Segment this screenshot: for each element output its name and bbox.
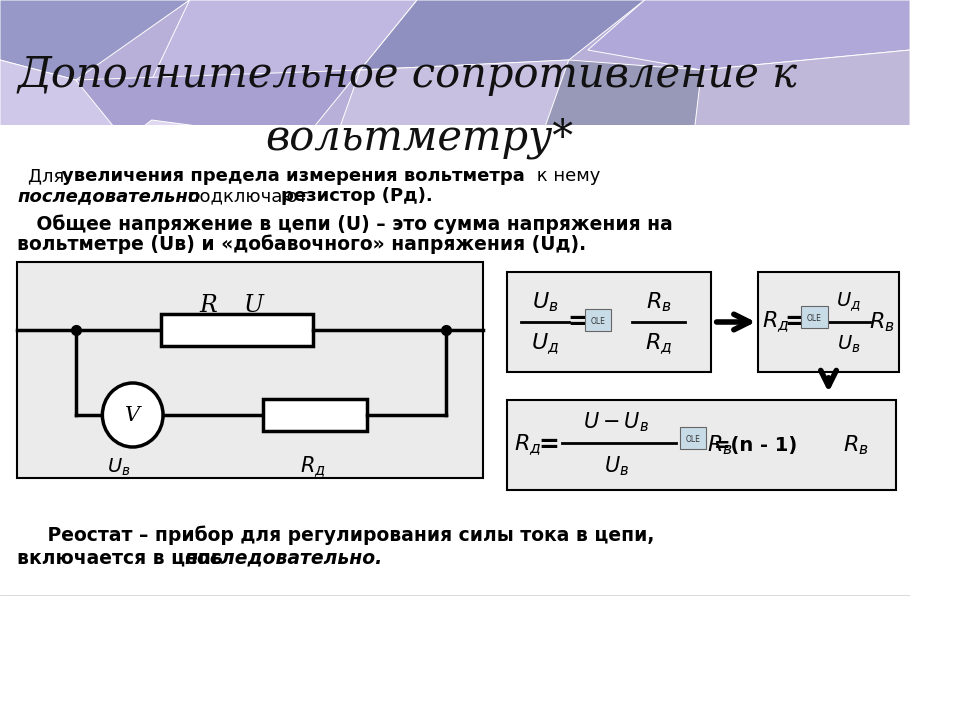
Text: $U_в$: $U_в$ xyxy=(837,333,860,355)
Text: $U_в$: $U_в$ xyxy=(604,454,629,478)
Text: резистор (Рд).: резистор (Рд). xyxy=(280,187,432,205)
FancyBboxPatch shape xyxy=(801,306,828,328)
Text: последовательно.: последовательно. xyxy=(185,549,383,567)
Text: V: V xyxy=(125,405,140,425)
Text: $R_д$: $R_д$ xyxy=(645,331,673,356)
Polygon shape xyxy=(294,130,550,150)
Text: $R_в$: $R_в$ xyxy=(843,433,869,456)
Text: U: U xyxy=(244,294,264,317)
Text: OLE: OLE xyxy=(685,434,701,444)
Polygon shape xyxy=(0,0,910,150)
FancyBboxPatch shape xyxy=(585,309,612,331)
FancyBboxPatch shape xyxy=(507,400,896,490)
Polygon shape xyxy=(0,60,152,150)
Text: $R_в$: $R_в$ xyxy=(707,433,732,456)
Text: R: R xyxy=(200,294,217,317)
Polygon shape xyxy=(152,0,417,80)
Text: $U_д$: $U_д$ xyxy=(836,290,861,313)
Text: $R_д$: $R_д$ xyxy=(515,433,541,457)
Polygon shape xyxy=(540,60,711,140)
Text: OLE: OLE xyxy=(806,313,822,323)
Polygon shape xyxy=(0,0,189,80)
Text: =: = xyxy=(567,310,588,334)
Text: =(n - 1): =(n - 1) xyxy=(714,436,797,454)
Polygon shape xyxy=(531,130,711,150)
Text: вольтметре (Uв) и «добавочного» напряжения (Uд).: вольтметре (Uв) и «добавочного» напряжен… xyxy=(17,234,587,253)
Text: увеличения предела измерения вольтметра: увеличения предела измерения вольтметра xyxy=(61,167,524,185)
Text: к нему: к нему xyxy=(531,167,600,185)
Text: =: = xyxy=(539,433,560,457)
Text: Дополнительное сопротивление к: Дополнительное сопротивление к xyxy=(17,54,797,96)
Text: Общее напряжение в цепи (U) – это сумма напряжения на: Общее напряжение в цепи (U) – это сумма … xyxy=(17,215,673,234)
Polygon shape xyxy=(76,70,360,150)
FancyBboxPatch shape xyxy=(507,272,711,372)
Text: OLE: OLE xyxy=(590,317,606,325)
Text: =: = xyxy=(784,310,804,334)
Polygon shape xyxy=(113,120,303,150)
Bar xyxy=(263,399,367,431)
FancyBboxPatch shape xyxy=(680,427,707,449)
Text: $R_д$: $R_д$ xyxy=(300,454,325,480)
Text: последовательно: последовательно xyxy=(17,187,201,205)
Polygon shape xyxy=(692,50,910,150)
Text: Для: Для xyxy=(29,167,76,185)
Polygon shape xyxy=(332,60,568,150)
Text: $U_д$: $U_д$ xyxy=(531,331,559,356)
Polygon shape xyxy=(588,0,910,70)
Bar xyxy=(0,125,910,160)
FancyBboxPatch shape xyxy=(758,272,899,372)
Text: $R_д$: $R_д$ xyxy=(762,310,789,335)
Circle shape xyxy=(103,383,163,447)
Polygon shape xyxy=(360,0,644,70)
FancyBboxPatch shape xyxy=(17,262,484,478)
Text: $U - U_в$: $U - U_в$ xyxy=(583,410,649,433)
Text: Реостат – прибор для регулирования силы тока в цепи,: Реостат – прибор для регулирования силы … xyxy=(29,525,655,545)
Text: $U_в$: $U_в$ xyxy=(107,456,131,477)
Text: $R_в$: $R_в$ xyxy=(869,310,895,334)
Text: подключают: подключают xyxy=(182,187,314,205)
Bar xyxy=(161,314,313,346)
Text: вольтметру*: вольтметру* xyxy=(265,117,573,159)
Text: $U_в$: $U_в$ xyxy=(532,290,559,314)
Bar xyxy=(0,130,910,720)
Text: включается в цепь: включается в цепь xyxy=(17,549,229,567)
Text: $R_в$: $R_в$ xyxy=(646,290,672,314)
